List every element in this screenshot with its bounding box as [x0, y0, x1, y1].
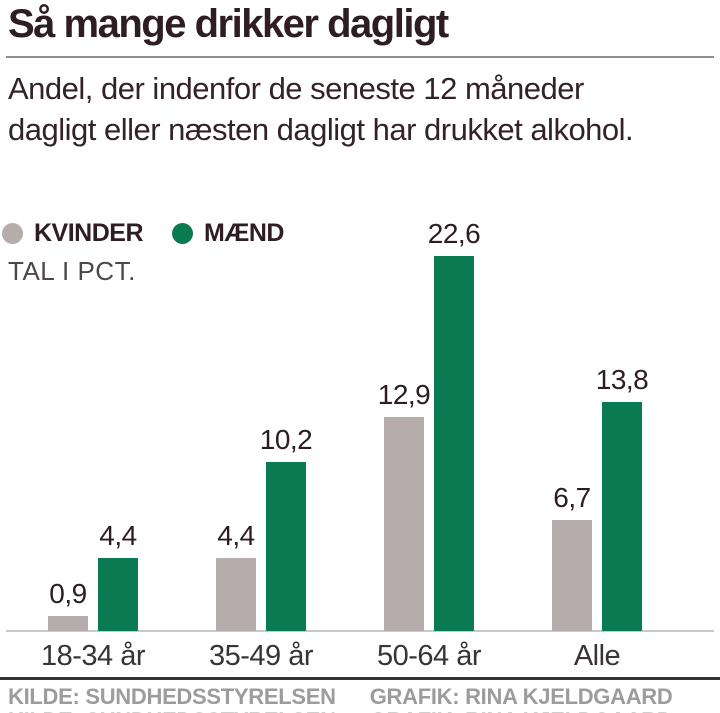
kvinder-dot-icon	[2, 223, 23, 244]
bar-maend	[98, 558, 138, 631]
page-title: Så mange drikker dagligt	[8, 2, 449, 46]
footer-divider	[0, 677, 720, 680]
category-label: 35-49 år	[208, 640, 314, 672]
value-label-maend: 13,8	[595, 364, 649, 395]
value-label-maend: 22,6	[427, 218, 481, 249]
bar-maend	[434, 256, 474, 631]
bar-maend	[266, 462, 306, 631]
value-label-kvinder: 12,9	[377, 379, 431, 410]
category-label: Alle	[573, 640, 621, 672]
legend: KVINDER MÆND	[2, 219, 284, 248]
value-label-maend: 10,2	[259, 424, 313, 455]
footer-credits: KILDE: SUNDHEDSSTYRELSEN GRAFIK: RINA KJE…	[8, 684, 720, 710]
bar-maend	[602, 402, 642, 631]
unit-note: TAL I PCT.	[8, 256, 136, 286]
legend-item-maend: MÆND	[172, 219, 284, 248]
bar-kvinder	[216, 558, 256, 631]
value-label-kvinder: 4,4	[217, 520, 255, 551]
legend-label-maend: MÆND	[204, 219, 284, 247]
credit-label: GRAFIK: RINA KJELDGAARD	[369, 684, 673, 709]
value-label-kvinder: 0,9	[49, 578, 87, 609]
title-divider	[6, 56, 714, 58]
value-label-maend: 4,4	[99, 520, 137, 551]
category-label: 50-64 år	[376, 640, 482, 672]
maend-dot-icon	[172, 223, 194, 244]
category-label: 18-34 år	[40, 640, 146, 672]
chart-description: Andel, der indenfor de seneste 12 månede…	[8, 71, 634, 147]
bar-kvinder	[48, 616, 88, 631]
bar-kvinder	[384, 417, 424, 631]
bar-kvinder	[552, 520, 592, 631]
footer-credits-clipped: KILDE: SUNDHEDSSTYRELSEN GRAFIK: RINA KJE…	[8, 708, 720, 713]
source-label-clipped: KILDE: SUNDHEDSSTYRELSEN	[8, 708, 336, 713]
legend-label-kvinder: KVINDER	[34, 219, 144, 247]
x-axis-baseline	[6, 630, 714, 632]
source-label: KILDE: SUNDHEDSSTYRELSEN	[8, 684, 336, 709]
value-label-kvinder: 6,7	[553, 482, 591, 513]
legend-item-kvinder: KVINDER	[2, 219, 144, 248]
credit-label-clipped: GRAFIK: RINA KJELDGAARD	[370, 708, 673, 713]
